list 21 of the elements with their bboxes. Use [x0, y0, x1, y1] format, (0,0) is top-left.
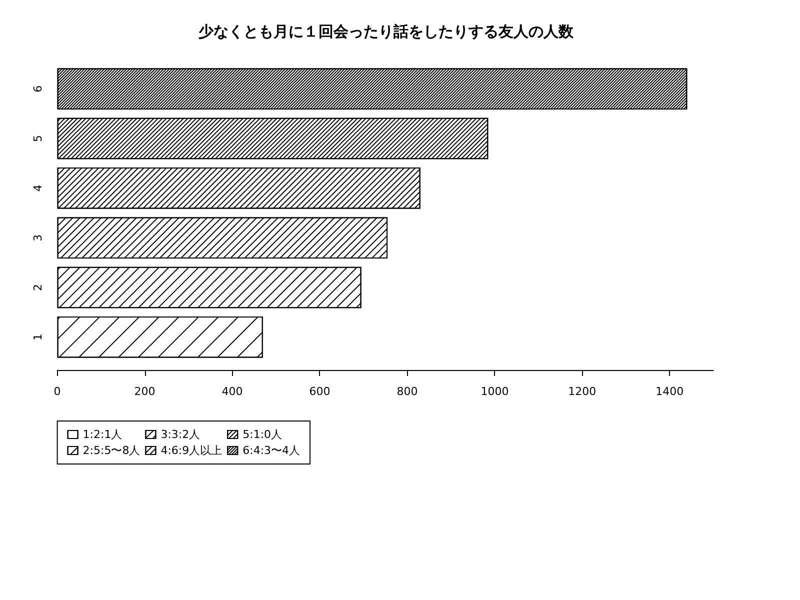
x-tick-label: 1400: [656, 385, 684, 398]
y-tick-label: 5: [31, 135, 44, 142]
legend-label: 4:6:9人以上: [160, 444, 222, 457]
legend-label: 6:4:3〜4人: [242, 444, 300, 457]
y-tick-label: 1: [31, 334, 44, 341]
x-tick-label: 0: [54, 385, 61, 398]
legend-label: 2:5:5〜8人: [82, 444, 140, 457]
x-tick-label: 800: [396, 385, 418, 398]
x-tick-label: 400: [222, 385, 243, 398]
legend-label: 1:2:1人: [82, 428, 122, 441]
y-tick-label: 6: [31, 85, 44, 92]
chart-title: 少なくとも月に１回会ったり話をしたりする友人の人数: [198, 22, 574, 40]
x-tick-label: 1200: [568, 385, 596, 398]
y-tick-label: 3: [31, 234, 44, 242]
x-tick-label: 600: [309, 385, 330, 398]
legend-label: 3:3:2人: [160, 428, 200, 441]
x-tick-label: 200: [134, 385, 156, 398]
legend-label: 5:1:0人: [242, 428, 282, 441]
y-tick-label: 4: [31, 184, 44, 192]
y-tick-label: 2: [31, 284, 44, 291]
x-tick-label: 1000: [480, 385, 509, 398]
